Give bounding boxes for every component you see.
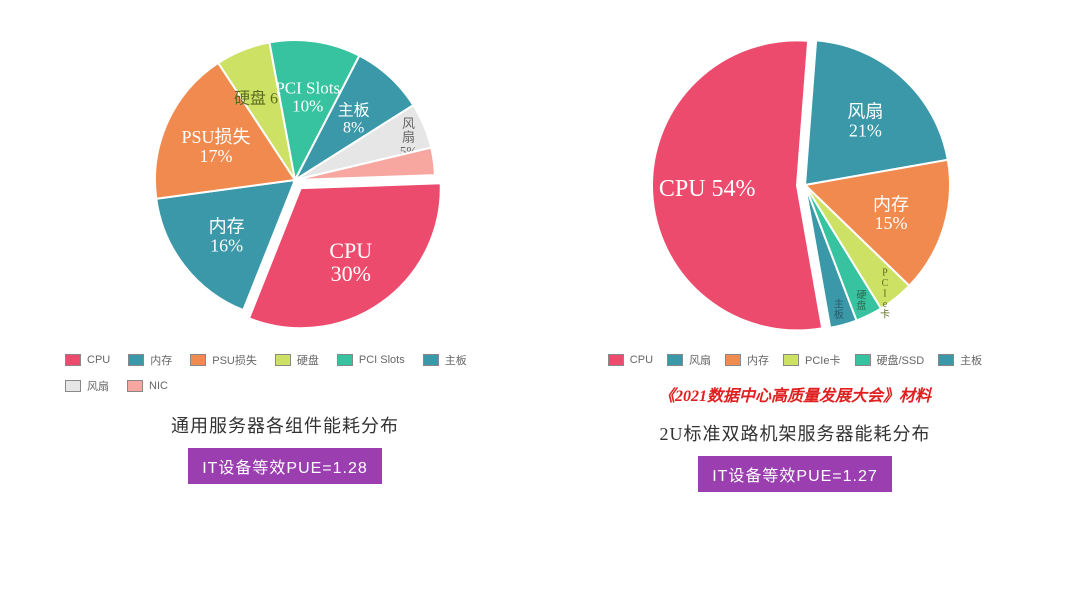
- left-pie-chart: CPU30%内存16%PSU损失17%硬盘 6%PCI Slots10%主板8%…: [95, 20, 475, 340]
- legend-item: 风扇: [65, 378, 109, 394]
- legend-item: CPU: [608, 352, 653, 368]
- legend-swatch: [65, 380, 81, 392]
- slice-label: 硬盘: [856, 290, 866, 313]
- legend-label: 主板: [445, 352, 467, 368]
- legend-label: 风扇: [689, 352, 711, 368]
- right-panel: CPU 54%风扇21%内存15%PCIe卡硬盘主板 CPU风扇内存PCIe卡硬…: [555, 20, 1035, 571]
- left-panel: CPU30%内存16%PSU损失17%硬盘 6%PCI Slots10%主板8%…: [45, 20, 525, 571]
- slice-label: 内存15%: [873, 194, 909, 233]
- legend-label: 风扇: [87, 378, 109, 394]
- legend-item: 内存: [128, 352, 172, 368]
- legend-item: PCI Slots: [337, 352, 405, 368]
- legend-item: CPU: [65, 352, 110, 368]
- legend-label: 内存: [150, 352, 172, 368]
- right-source: 《2021数据中心高质量发展大会》材料: [659, 382, 931, 406]
- slice-label: CPU30%: [329, 238, 372, 286]
- legend-swatch: [127, 380, 143, 392]
- legend-label: PSU损失: [212, 352, 257, 368]
- legend-item: 主板: [423, 352, 467, 368]
- right-legend: CPU 风扇 内存 PCIe卡 硬盘/SSD 主板: [555, 352, 1035, 368]
- legend-label: 主板: [960, 352, 982, 368]
- left-subtitle: 通用服务器各组件能耗分布: [171, 412, 399, 438]
- legend-label: 硬盘: [297, 352, 319, 368]
- legend-swatch: [938, 354, 954, 366]
- legend-label: 硬盘/SSD: [877, 352, 925, 368]
- left-pue-badge: IT设备等效PUE=1.28: [188, 448, 382, 484]
- legend-item: PCIe卡: [783, 352, 840, 368]
- legend-item: PSU损失: [190, 352, 257, 368]
- legend-item: 内存: [725, 352, 769, 368]
- legend-swatch: [128, 354, 144, 366]
- legend-label: NIC: [149, 380, 168, 392]
- legend-item: 硬盘: [275, 352, 319, 368]
- left-legend: CPU 内存 PSU损失 硬盘 PCI Slots 主板风扇 NIC: [45, 352, 525, 394]
- slice-label: 风扇21%: [847, 102, 883, 141]
- legend-swatch: [337, 354, 353, 366]
- legend-item: 主板: [938, 352, 982, 368]
- legend-swatch: [783, 354, 799, 366]
- legend-swatch: [423, 354, 439, 366]
- slice-label: 主板: [834, 299, 844, 322]
- slice-label: 内存16%: [209, 217, 245, 256]
- slice-label: CPU 54%: [659, 175, 756, 201]
- legend-swatch: [608, 354, 624, 366]
- legend-swatch: [725, 354, 741, 366]
- right-subtitle: 2U标准双路机架服务器能耗分布: [660, 420, 931, 446]
- legend-item: NIC: [127, 378, 168, 394]
- right-pie-chart: CPU 54%风扇21%内存15%PCIe卡硬盘主板: [605, 20, 985, 340]
- legend-label: PCI Slots: [359, 354, 405, 366]
- legend-item: 风扇: [667, 352, 711, 368]
- legend-swatch: [667, 354, 683, 366]
- legend-swatch: [190, 354, 206, 366]
- legend-swatch: [855, 354, 871, 366]
- legend-label: CPU: [630, 354, 653, 366]
- legend-item: 硬盘/SSD: [855, 352, 925, 368]
- legend-label: 内存: [747, 352, 769, 368]
- right-pue-badge: IT设备等效PUE=1.27: [698, 456, 892, 492]
- legend-label: PCIe卡: [805, 352, 840, 368]
- legend-swatch: [65, 354, 81, 366]
- legend-label: CPU: [87, 354, 110, 366]
- legend-swatch: [275, 354, 291, 366]
